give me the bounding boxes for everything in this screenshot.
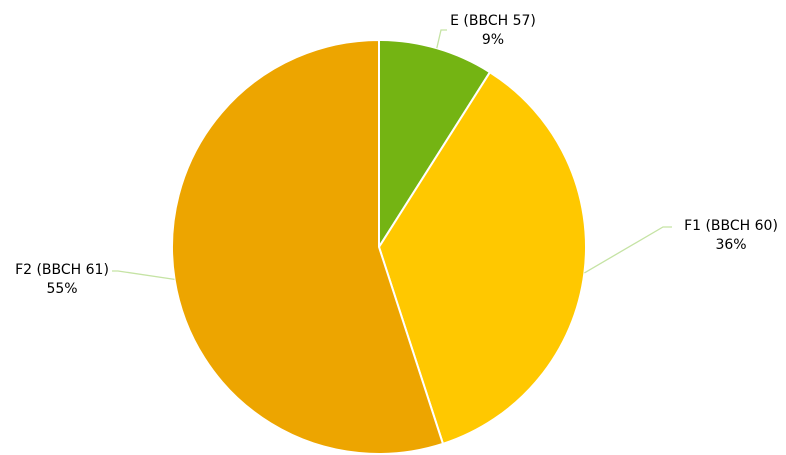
slice-label-f1: F1 (BBCH 60) — [684, 218, 778, 234]
leader-line-e — [436, 29, 447, 49]
leader-lines — [112, 29, 672, 281]
leader-line-f2 — [112, 270, 175, 281]
slice-label-e: E (BBCH 57) — [450, 13, 536, 29]
slice-label-group-f2: F2 (BBCH 61) 55% — [15, 262, 109, 297]
slice-label-group-e: E (BBCH 57) 9% — [450, 13, 536, 48]
pie-slice-e — [378, 39, 491, 248]
slice-label-group-f1: F1 (BBCH 60) 36% — [684, 218, 778, 253]
pie-slices — [171, 39, 587, 455]
leader-line-f1 — [584, 226, 672, 274]
pie-slice-f1 — [378, 71, 587, 445]
pie-slice-f2 — [171, 39, 444, 455]
slice-value-f2: 55% — [46, 281, 77, 297]
slice-value-f1: 36% — [715, 237, 746, 253]
slice-value-e: 9% — [482, 32, 504, 48]
slice-label-f2: F2 (BBCH 61) — [15, 262, 109, 278]
